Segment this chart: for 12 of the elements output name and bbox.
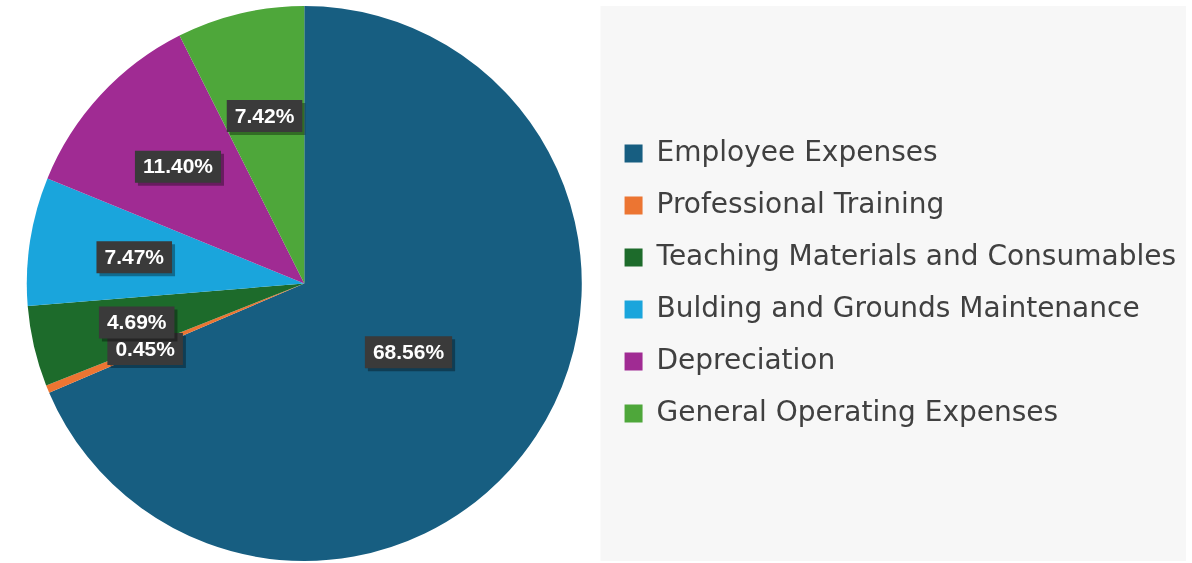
data-label: 68.56% [372, 340, 445, 364]
legend-label: Bulding and Grounds Maintenance [656, 290, 1140, 324]
data-label: 0.45% [115, 336, 176, 360]
data-label: 7.42% [234, 103, 295, 127]
legend-label: General Operating Expenses [656, 394, 1059, 428]
legend-label: Professional Training [656, 186, 945, 220]
legend-label: Employee Expenses [656, 134, 938, 168]
data-label: 11.40% [142, 154, 214, 178]
data-label: 7.47% [104, 244, 165, 268]
legend-label: Teaching Materials and Consumables [655, 238, 1176, 272]
data-label: 4.69% [106, 310, 167, 334]
legend-label: Depreciation [656, 342, 836, 376]
